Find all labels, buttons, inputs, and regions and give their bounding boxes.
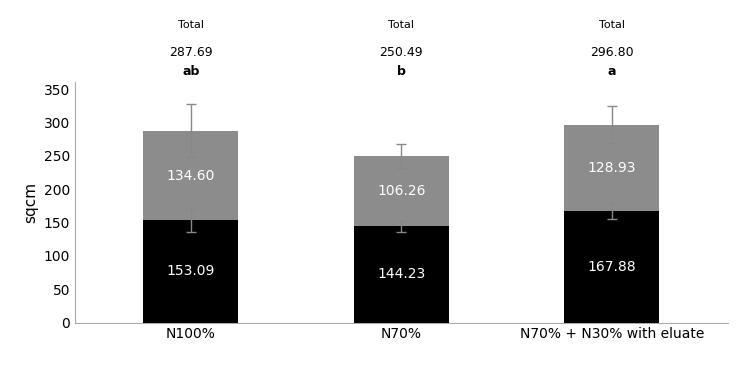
Text: 250.49: 250.49 [380,45,423,58]
Text: a: a [608,65,616,78]
Text: 153.09: 153.09 [166,264,215,279]
Y-axis label: sqcm: sqcm [23,182,38,223]
Text: 287.69: 287.69 [169,45,212,58]
Text: 144.23: 144.23 [377,267,425,281]
Text: ab: ab [182,65,200,78]
Bar [143,131,238,220]
Bar [354,226,448,322]
Bar [565,211,659,322]
Bar [354,156,448,226]
Text: 134.60: 134.60 [166,169,215,183]
Text: 128.93: 128.93 [587,160,636,175]
Bar [565,124,659,211]
Text: Total: Total [598,20,625,30]
Text: 106.26: 106.26 [377,184,425,198]
Text: b: b [397,65,406,78]
Text: 167.88: 167.88 [587,260,636,273]
Text: Total: Total [178,20,204,30]
Text: Total: Total [388,20,414,30]
Text: 296.80: 296.80 [590,45,634,58]
Bar [143,220,238,322]
